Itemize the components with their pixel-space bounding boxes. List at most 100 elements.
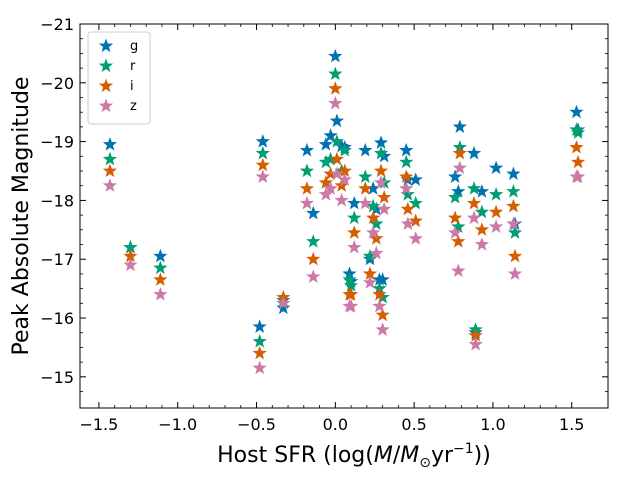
star-point-i [318, 175, 334, 189]
star-point-i [447, 210, 463, 225]
x-tick-label: 1.0 [480, 415, 505, 434]
star-point-r [343, 278, 359, 292]
star-point-z [153, 287, 168, 301]
star-point-z [306, 269, 321, 283]
star-point-i [400, 201, 415, 216]
star-point-i [306, 251, 321, 266]
star-point-g [252, 319, 267, 333]
star-point-z [452, 160, 467, 175]
legend-marker [98, 98, 114, 113]
star-point-i [123, 248, 138, 263]
star-point-r [570, 125, 586, 139]
star-point-r [451, 219, 466, 233]
star-point-g [328, 48, 343, 63]
star-point-i [399, 169, 414, 183]
star-point-r [255, 145, 270, 160]
star-point-r [488, 187, 504, 201]
star-point-i [507, 248, 523, 263]
star-point-z [474, 237, 490, 251]
star-point-z [400, 216, 415, 231]
star-point-z [408, 231, 423, 245]
legend-item-r: r [98, 58, 136, 74]
star-point-g [447, 169, 463, 183]
star-point-g [399, 142, 414, 157]
star-point-z [488, 219, 504, 233]
y-tick-label: −19 [40, 133, 74, 152]
star-point-g [373, 135, 389, 149]
star-point-r [366, 198, 381, 213]
star-point-g [306, 205, 321, 220]
star-point-i [299, 181, 315, 195]
star-point-g [506, 166, 521, 181]
star-point-z [506, 216, 521, 231]
star-point-g [452, 119, 467, 133]
star-point-g [451, 184, 466, 198]
star-point-z [358, 195, 373, 210]
x-tick-label: −1.0 [158, 415, 197, 434]
x-tick-label: 0.5 [401, 415, 426, 434]
star-point-r [507, 225, 523, 239]
star-point-r [569, 122, 584, 136]
star-point-z [252, 360, 267, 375]
star-point-g [276, 300, 291, 315]
star-point-z [334, 192, 349, 207]
star-point-i [366, 210, 381, 225]
star-point-r [306, 234, 321, 248]
star-point-r [358, 169, 373, 183]
legend-marker [98, 78, 114, 93]
star-point-z [375, 322, 390, 336]
star-point-g [474, 184, 490, 198]
star-point-r [328, 66, 343, 81]
star-point-r [342, 272, 357, 286]
legend-label: r [130, 59, 136, 74]
star-point-i [506, 198, 521, 213]
star-point-r [329, 134, 345, 148]
star-point-z [372, 298, 387, 313]
star-point-r [318, 154, 334, 169]
star-point-g [323, 128, 338, 142]
plot-area [79, 23, 609, 409]
star-point-g [329, 113, 345, 128]
star-point-i [569, 139, 584, 154]
star-point-i [358, 181, 373, 195]
legend-label: i [130, 79, 134, 94]
legend-item-g: g [98, 38, 138, 54]
plot-frame [79, 23, 609, 409]
star-point-i [451, 234, 466, 248]
y-tick-label: −20 [40, 74, 74, 93]
star-point-i [362, 266, 378, 280]
star-point-z [377, 201, 392, 216]
star-point-z [276, 295, 291, 310]
legend-marker [98, 38, 114, 53]
star-point-z [337, 172, 352, 186]
star-point-z [102, 178, 118, 192]
star-point-r [408, 195, 423, 210]
star-point-z [323, 181, 338, 195]
star-point-i [343, 287, 359, 301]
star-point-r [299, 163, 315, 178]
legend-marker [98, 58, 114, 73]
star-point-z [570, 169, 586, 183]
star-point-i [347, 225, 362, 239]
star-point-g [358, 142, 373, 157]
star-point-i [252, 345, 267, 360]
star-point-r [373, 145, 389, 160]
star-point-g [488, 160, 504, 175]
star-point-i [329, 151, 345, 166]
star-point-r [323, 151, 338, 166]
y-tick-label: −21 [40, 15, 74, 34]
data-markers [102, 48, 586, 375]
x-tick-label: 0.0 [323, 415, 348, 434]
star-point-z [466, 210, 482, 225]
star-point-z [328, 95, 343, 110]
star-point-i [153, 272, 168, 286]
star-point-z [447, 225, 463, 239]
star-point-g [255, 134, 270, 148]
y-axis-ticks: −15 −16 −17 −18 −19 −20 −21 [40, 15, 608, 392]
legend-label: z [130, 99, 137, 114]
x-tick-label: −0.5 [237, 415, 276, 434]
star-point-z [343, 298, 359, 313]
star-point-r [399, 154, 414, 169]
legend-item-z: z [98, 98, 137, 114]
star-point-z [451, 263, 466, 278]
